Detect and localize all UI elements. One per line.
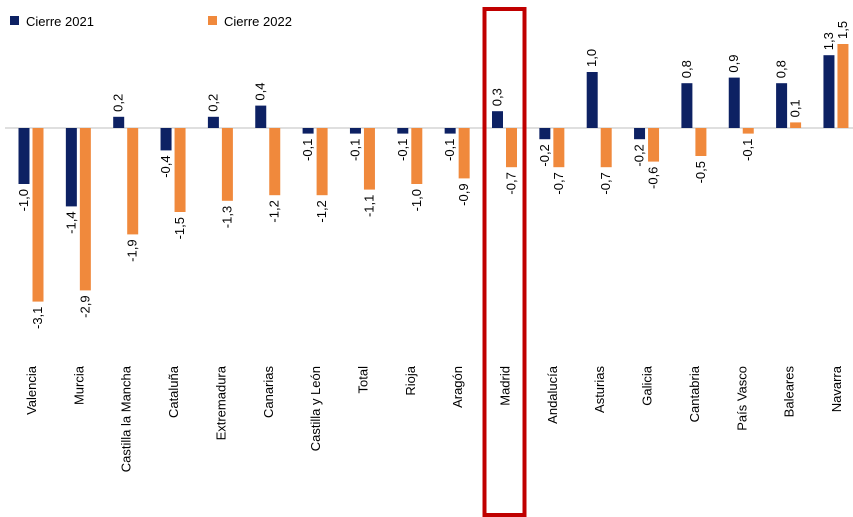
legend-swatch bbox=[208, 16, 217, 25]
data-label: -0,5 bbox=[693, 161, 708, 183]
bar bbox=[18, 128, 30, 184]
data-label: 1,3 bbox=[821, 32, 836, 50]
bar bbox=[837, 44, 849, 128]
bar bbox=[411, 128, 423, 184]
bar bbox=[539, 128, 551, 140]
bar bbox=[269, 128, 281, 196]
bar bbox=[695, 128, 707, 156]
bar bbox=[316, 128, 328, 196]
bar bbox=[160, 128, 172, 151]
x-tick-label: Total bbox=[355, 366, 370, 394]
bar bbox=[221, 128, 233, 201]
data-label: -1,9 bbox=[125, 239, 140, 261]
data-label: 0,8 bbox=[774, 60, 789, 78]
data-label: -1,5 bbox=[172, 217, 187, 239]
data-label: 0,9 bbox=[726, 55, 741, 73]
x-tick-label: Cantabria bbox=[687, 365, 702, 422]
x-tick-label: Valencia bbox=[24, 365, 39, 415]
data-label: -0,2 bbox=[632, 144, 647, 166]
data-label: 0,8 bbox=[679, 60, 694, 78]
bar bbox=[32, 128, 44, 302]
data-label: -1,3 bbox=[219, 206, 234, 228]
data-label: -1,2 bbox=[267, 200, 282, 222]
bar bbox=[681, 83, 693, 128]
data-label: -0,1 bbox=[442, 139, 457, 161]
x-tick-label: País Vasco bbox=[734, 366, 749, 431]
data-label: -1,0 bbox=[409, 189, 424, 211]
data-label: -0,1 bbox=[347, 139, 362, 161]
data-label: 0,4 bbox=[253, 83, 268, 101]
data-label: 0,1 bbox=[788, 99, 803, 117]
data-label: -1,2 bbox=[314, 200, 329, 222]
data-label: -1,0 bbox=[16, 189, 31, 211]
data-label: -0,7 bbox=[598, 172, 613, 194]
bar bbox=[553, 128, 565, 168]
bar bbox=[113, 116, 125, 128]
highlight-box bbox=[482, 7, 527, 517]
bar bbox=[823, 55, 835, 129]
legend-swatch bbox=[10, 16, 19, 25]
data-label: 0,2 bbox=[205, 94, 220, 112]
legend-label: Cierre 2022 bbox=[224, 14, 292, 29]
data-label: -0,1 bbox=[395, 139, 410, 161]
legend-label: Cierre 2021 bbox=[26, 14, 94, 29]
bar bbox=[634, 128, 646, 140]
data-label: -0,7 bbox=[551, 172, 566, 194]
x-tick-label: Asturias bbox=[592, 366, 607, 413]
x-tick-label: Canarias bbox=[261, 366, 276, 419]
data-label: 1,0 bbox=[584, 49, 599, 67]
data-label: 0,2 bbox=[111, 94, 126, 112]
x-tick-label: Baleares bbox=[782, 366, 797, 418]
x-tick-label: Extremadura bbox=[213, 365, 228, 440]
x-tick-label: Cataluña bbox=[166, 365, 181, 418]
x-tick-label: Andalucía bbox=[545, 365, 560, 424]
x-tick-label: Madrid bbox=[498, 366, 513, 406]
x-tick-label: Castilla la Mancha bbox=[119, 365, 134, 472]
bar bbox=[444, 128, 456, 134]
x-tick-label: Murcia bbox=[71, 365, 86, 405]
data-label: -0,1 bbox=[300, 139, 315, 161]
bar bbox=[600, 128, 612, 168]
bar bbox=[174, 128, 186, 212]
data-label: -0,2 bbox=[537, 144, 552, 166]
data-label: -0,4 bbox=[158, 155, 173, 177]
bar bbox=[586, 72, 598, 128]
x-tick-label: Galicia bbox=[640, 365, 655, 406]
bar bbox=[363, 128, 375, 190]
x-tick-label: Castilla y León bbox=[308, 366, 323, 451]
bar bbox=[349, 128, 361, 134]
data-label: -1,4 bbox=[63, 211, 78, 233]
x-tick-label: Rioja bbox=[403, 365, 418, 395]
x-tick-label: Navarra bbox=[829, 365, 844, 412]
bar bbox=[492, 111, 503, 128]
data-label: -0,1 bbox=[740, 139, 755, 161]
bar bbox=[302, 128, 314, 134]
data-label: -0,7 bbox=[504, 172, 519, 194]
data-label: -3,1 bbox=[30, 307, 45, 329]
bar bbox=[776, 83, 788, 128]
bar bbox=[648, 128, 660, 162]
bar bbox=[728, 77, 740, 128]
data-label: -0,6 bbox=[646, 167, 661, 189]
x-tick-label: Aragón bbox=[450, 366, 465, 408]
bar bbox=[255, 105, 267, 128]
bar bbox=[79, 128, 91, 291]
data-label: 1,5 bbox=[835, 21, 850, 39]
bar bbox=[790, 122, 802, 128]
bar bbox=[506, 128, 517, 168]
data-label: -1,1 bbox=[361, 195, 376, 217]
bar bbox=[65, 128, 77, 207]
bar bbox=[207, 116, 219, 128]
data-label: -0,9 bbox=[456, 183, 471, 205]
bar bbox=[742, 128, 754, 134]
bar bbox=[458, 128, 470, 179]
data-label: 0,3 bbox=[490, 88, 505, 106]
bar bbox=[127, 128, 139, 235]
data-label: -2,9 bbox=[77, 295, 92, 317]
bar bbox=[397, 128, 409, 134]
